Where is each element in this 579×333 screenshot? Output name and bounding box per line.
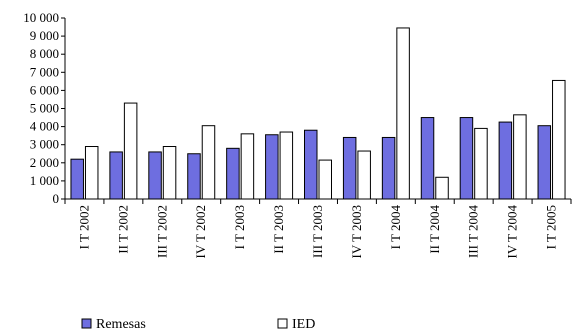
bar-ied: [357, 150, 371, 200]
legend-swatch-remesas: [81, 318, 92, 329]
y-tick-label: 4 000: [30, 119, 59, 134]
bar-remesas: [537, 125, 552, 200]
x-tick-label: I T 2005: [544, 205, 559, 249]
legend-label-ied: IED: [292, 317, 315, 332]
x-tick-label: IV T 2003: [349, 205, 364, 258]
x-tick-label: II T 2002: [115, 205, 130, 254]
bar-ied: [435, 176, 449, 200]
bar-remesas: [381, 136, 396, 200]
bar-remesas: [420, 117, 435, 200]
y-tick-label: 3 000: [30, 137, 59, 152]
bar-ied: [84, 146, 99, 200]
y-tick-label: 8 000: [30, 46, 59, 61]
bar-ied: [318, 159, 332, 200]
y-tick-label: 6 000: [30, 82, 59, 97]
y-tick-label: 10 000: [23, 10, 59, 25]
x-tick-label: III T 2004: [466, 205, 481, 258]
bar-ied: [162, 146, 177, 200]
bar-ied: [123, 102, 138, 200]
bar-ied: [240, 133, 255, 200]
x-tick-label: II T 2003: [271, 205, 286, 254]
bar-remesas: [187, 153, 201, 200]
x-tick-label: III T 2002: [154, 205, 169, 258]
x-tick-label: IV T 2002: [193, 205, 208, 258]
bar-remesas: [148, 151, 162, 200]
bar-ied: [201, 125, 216, 200]
bar-ied: [474, 127, 488, 200]
y-tick-label: 7 000: [30, 64, 59, 79]
bar-remesas: [109, 151, 123, 200]
legend-swatch-ied: [277, 318, 288, 329]
y-axis: 0 1 000 2 000 3 000 4 000 5 000 6 000 7 000 8 00…: [23, 10, 66, 206]
bar-remesas: [265, 134, 279, 200]
bar-remesas: [498, 121, 513, 200]
legend-label-remesas: Remesas: [96, 317, 146, 332]
x-tick-label: III T 2003: [310, 205, 325, 258]
bar-remesas: [226, 147, 240, 200]
x-tick-label: I T 2004: [388, 205, 403, 250]
bar-remesas: [70, 158, 84, 200]
x-tick-label: I T 2002: [76, 205, 91, 249]
x-tick-label: IV T 2004: [505, 205, 520, 259]
bar-remesas: [459, 117, 474, 200]
legend: Remesas IED: [81, 317, 315, 332]
x-tick-label: II T 2004: [427, 205, 442, 254]
y-tick-label: 5 000: [30, 101, 59, 116]
y-tick-label: 9 000: [30, 28, 59, 43]
bar-ied: [513, 114, 527, 200]
y-tick-label: 2 000: [30, 155, 59, 170]
bar-remesas: [342, 136, 357, 200]
x-axis: I T 2002 II T 2002 III T 2002 IV T 2002 I T …: [64, 198, 572, 259]
y-tick-label: 0: [53, 191, 60, 206]
bar-ied: [396, 27, 410, 200]
bar-ied: [279, 131, 294, 200]
x-tick-label: I T 2003: [232, 205, 247, 249]
bar-remesas: [304, 129, 318, 200]
y-tick-label: 1 000: [30, 173, 59, 188]
bar-ied: [552, 79, 566, 200]
bars: [70, 27, 566, 200]
